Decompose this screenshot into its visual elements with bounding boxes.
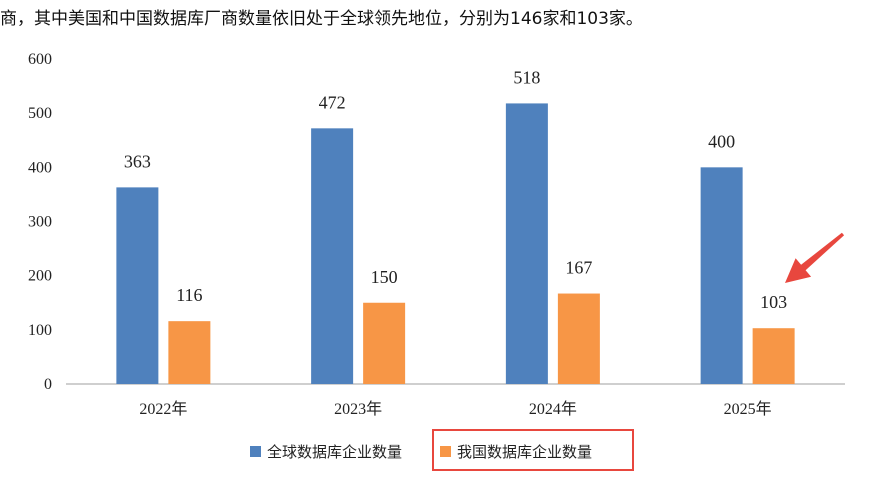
data-label: 167 [565,258,592,278]
y-tick-label: 0 [44,376,52,393]
x-tick-labels: 2022年 2023年 2024年 2025年 [139,400,771,418]
bar-global [700,167,743,384]
data-label: 400 [708,131,735,151]
legend-label: 我国数据库企业数量 [457,443,592,461]
bar-china [168,321,211,384]
x-tick-label: 2023年 [334,400,382,418]
y-tick-label: 600 [28,51,52,68]
legend-highlight-box [432,429,634,471]
bar-global [116,187,159,384]
bar-global [311,128,354,384]
data-label: 116 [176,285,202,305]
y-tick-label: 100 [28,322,52,339]
data-label: 150 [371,267,398,287]
y-tick-label: 200 [28,268,52,285]
x-tick-label: 2024年 [529,400,577,418]
bars [116,103,795,385]
x-tick-label: 2025年 [724,400,772,418]
y-tick-label: 500 [28,105,52,122]
data-labels: 363 116 472 150 518 167 400 103 [124,67,787,312]
y-axis: 0 100 200 300 400 500 600 [28,51,52,393]
highlight-arrow-icon [785,232,845,283]
bar-china [363,302,406,384]
intro-text: 商，其中美国和中国数据库厂商数量依旧处于全球领先地位，分别为146家和103家。 [0,9,643,29]
y-tick-label: 300 [28,214,52,231]
data-label: 103 [760,292,787,312]
legend-swatch [440,446,451,457]
arrow-shape [785,232,845,283]
x-tick-label: 2022年 [139,400,187,418]
bar-global [505,103,548,385]
bar-china [752,328,795,384]
data-label: 518 [513,67,540,87]
legend-label: 全球数据库企业数量 [267,443,402,461]
legend: 全球数据库企业数量 我国数据库企业数量 [250,443,592,461]
data-label: 363 [124,151,151,171]
data-label: 472 [319,92,346,112]
legend-swatch [250,446,261,457]
y-tick-label: 400 [28,159,52,176]
bar-china [557,293,600,384]
